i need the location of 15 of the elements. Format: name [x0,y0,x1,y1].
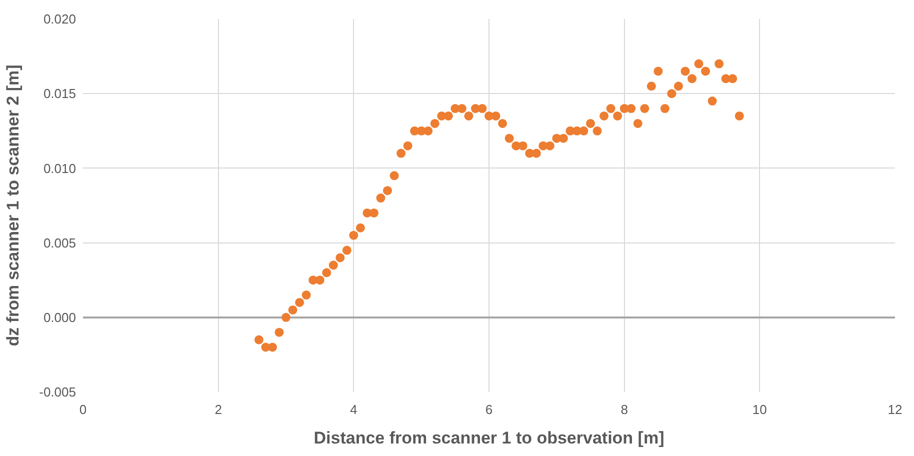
x-tick-label: 8 [620,402,628,417]
x-axis-title: Distance from scanner 1 to observation [m] [314,428,664,448]
y-tick-label: -0.005 [39,384,76,400]
x-tick-label: 12 [888,402,902,417]
y-tick-label: 0.010 [43,160,76,176]
x-tick-label: 4 [350,402,358,417]
y-tick-label: 0.015 [43,86,76,102]
x-tick-label: 0 [79,402,87,417]
x-tick-label: 2 [214,402,222,417]
y-tick-label: 0.020 [43,12,76,27]
y-tick-label: 0.000 [43,310,76,325]
y-axis-title: dz from scanner 1 to scanner 2 [m] [4,64,23,346]
x-tick-label: 10 [752,402,767,417]
x-tick-label: 6 [485,402,493,417]
y-tick-label: 0.005 [43,235,76,250]
